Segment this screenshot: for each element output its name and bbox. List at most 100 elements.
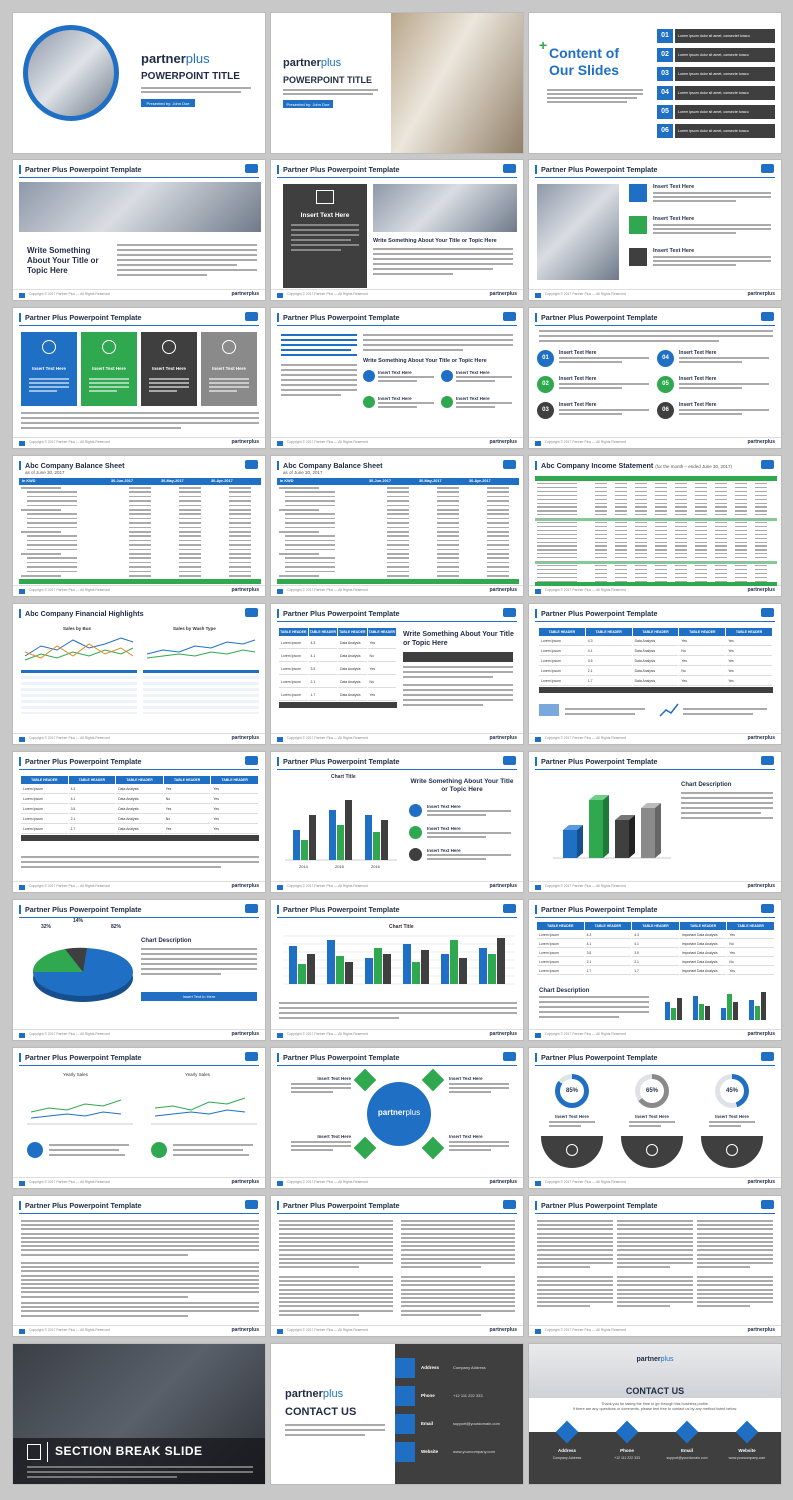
- table-cell: 3.5: [632, 949, 679, 957]
- chart-bar: [307, 954, 315, 984]
- logo-icon: [503, 1200, 516, 1209]
- slide-28[interactable]: SECTION BREAK SLIDE: [12, 1343, 266, 1485]
- table-cell: 1.7: [584, 967, 632, 975]
- contact-value[interactable]: +12 111 222 333: [453, 1393, 483, 1398]
- item-title: Insert Text Here: [456, 370, 490, 375]
- table-cell: Data Analysis: [338, 663, 367, 675]
- item-label[interactable]: Lorem ipsum dolor sit amet, consecte tur…: [675, 124, 775, 138]
- table-cell: Data Analysis: [116, 815, 163, 824]
- slide-10[interactable]: Abc Company Balance Sheet as of June 30,…: [12, 455, 266, 597]
- contact-label: Website: [421, 1449, 439, 1454]
- slide-23[interactable]: Partner Plus Powerpoint Template partner…: [270, 1047, 524, 1189]
- slide-29[interactable]: partnerplus CONTACT US Address Company Ad…: [270, 1343, 524, 1485]
- slide-19[interactable]: Partner Plus Powerpoint Template Chart D…: [12, 899, 266, 1041]
- item-number: 03: [657, 67, 673, 81]
- slide-9[interactable]: Partner Plus Powerpoint Template Copyrig…: [528, 307, 782, 449]
- item-number: 06: [657, 124, 673, 138]
- slide-15[interactable]: Partner Plus Powerpoint Template Copyrig…: [528, 603, 782, 745]
- contact-value[interactable]: Company Address: [552, 1456, 582, 1460]
- table-cell: No: [367, 676, 396, 688]
- slide-26[interactable]: Partner Plus Powerpoint Template Copyrig…: [270, 1195, 524, 1337]
- item-title: Insert Text Here: [427, 804, 461, 809]
- item-title: Insert Text Here: [555, 1114, 589, 1119]
- column-header: TABLE HEADER: [279, 628, 308, 636]
- slide-25[interactable]: Partner Plus Powerpoint Template Copyrig…: [12, 1195, 266, 1337]
- slide-14[interactable]: Partner Plus Powerpoint Template Write S…: [270, 603, 524, 745]
- table-cell: Lorem Ipsum: [21, 805, 68, 814]
- slide-12[interactable]: Abc Company Income Statement (for the mo…: [528, 455, 782, 597]
- desk-photo: [391, 13, 523, 153]
- table-cell: Data Analysis: [116, 785, 163, 794]
- table-cell: Lorem Ipsum: [537, 931, 584, 939]
- table-cell: Data Analysis: [116, 805, 163, 814]
- item-title: Insert Text Here: [317, 1076, 351, 1081]
- center-logo-circle: partnerplus: [367, 1082, 431, 1146]
- table-cell: Data Analysis: [116, 825, 163, 834]
- slide-30[interactable]: partnerplus CONTACT US Thank you for tak…: [528, 1343, 782, 1485]
- logo-icon: [761, 312, 774, 321]
- slide-16[interactable]: Partner Plus Powerpoint Template Copyrig…: [12, 751, 266, 893]
- chart-bar: [421, 950, 429, 984]
- chart-bar: [488, 954, 496, 984]
- item-label[interactable]: Lorem ipsum dolor sit amet, consecte tur…: [675, 48, 775, 62]
- slide-8[interactable]: Partner Plus Powerpoint Template Write S…: [270, 307, 524, 449]
- chart-bar: [412, 962, 420, 984]
- slide-7[interactable]: Partner Plus Powerpoint Template Copyrig…: [12, 307, 266, 449]
- contact-value[interactable]: www.yourcompany.com: [453, 1449, 495, 1454]
- table-cell: Lorem Ipsum: [279, 676, 308, 688]
- table-cell: Lorem Ipsum: [279, 689, 308, 701]
- insert-text-button[interactable]: Insert Text In Here: [141, 992, 257, 1001]
- contact-value[interactable]: support@yourdomain.com: [453, 1421, 500, 1426]
- slide-5[interactable]: Partner Plus Powerpoint Template Insert …: [270, 159, 524, 301]
- slide-header: Partner Plus Powerpoint Template: [535, 905, 658, 914]
- item-label[interactable]: Lorem ipsum dolor sit amet, consecte tur…: [675, 105, 775, 119]
- contact-value[interactable]: www.yourcompany.com: [728, 1456, 766, 1460]
- logo-icon: [503, 608, 516, 617]
- contact-value[interactable]: +12 111 222 333: [614, 1456, 640, 1460]
- slide-24[interactable]: Partner Plus Powerpoint Template Copyrig…: [528, 1047, 782, 1189]
- slide-3[interactable]: + Content of Our Slides 01 Lorem ipsum dol…: [528, 12, 782, 154]
- slide-6[interactable]: Partner Plus Powerpoint Template Copyrig…: [528, 159, 782, 301]
- sheet-table: In KWD 30-Jun-2017 30-May-2017 30-Apr-2017: [277, 478, 519, 584]
- column-header: TABLE HEADER: [584, 922, 632, 930]
- item-label[interactable]: Lorem ipsum dolor sit amet, consecte tur…: [675, 86, 775, 100]
- logo-icon: [245, 164, 258, 173]
- slide-4[interactable]: Partner Plus Powerpoint Template Write S…: [12, 159, 266, 301]
- item-icon: [441, 396, 453, 408]
- slide-22[interactable]: Partner Plus Powerpoint Template Yearly …: [12, 1047, 266, 1189]
- table-cell: 1.7: [585, 677, 632, 686]
- contact-value[interactable]: support@yourdomain.com: [666, 1456, 708, 1460]
- slide-1[interactable]: partnerplus POWERPOINT TITLE Presented b…: [12, 12, 266, 154]
- table-cell: 2.1: [585, 667, 632, 676]
- table-cell: Yes: [211, 825, 258, 834]
- table-cell: Data Analysis: [338, 689, 367, 701]
- logo-icon: [245, 1200, 258, 1209]
- table-cell: Lorem Ipsum: [279, 663, 308, 675]
- slide-27[interactable]: Partner Plus Powerpoint Template Copyrig…: [528, 1195, 782, 1337]
- feature-card: Insert Text Here: [81, 332, 137, 406]
- item-label[interactable]: Lorem ipsum dolor sit amet, consectet tu…: [675, 29, 775, 43]
- slide-17[interactable]: Partner Plus Powerpoint Template Chart T…: [270, 751, 524, 893]
- column-header: TABLE HEADER: [338, 628, 367, 636]
- slide-20[interactable]: Partner Plus Powerpoint Template Chart T…: [270, 899, 524, 1041]
- slide-18[interactable]: Partner Plus Powerpoint Template Chart D…: [528, 751, 782, 893]
- table-cell: 2.1: [632, 958, 679, 966]
- column-header: TABLE HEADER: [308, 628, 337, 636]
- contact-value[interactable]: Company Address: [453, 1365, 486, 1370]
- slide-2[interactable]: partnerplus POWERPOINT TITLE Presented b…: [270, 12, 524, 154]
- card-title: Insert Text Here: [32, 366, 66, 371]
- slide-11[interactable]: Abc Company Balance Sheet as of June 30,…: [270, 455, 524, 597]
- column-header: 30-Apr-2017: [469, 479, 491, 483]
- slide-21[interactable]: Partner Plus Powerpoint Template Chart D…: [528, 899, 782, 1041]
- chart-bar: [383, 954, 391, 984]
- slide-header: Partner Plus Powerpoint Template: [19, 1053, 142, 1062]
- item-title: Insert Text Here: [378, 396, 412, 401]
- grouped-bar-chart: [283, 935, 515, 985]
- chart-bar: [699, 1004, 704, 1020]
- feature-icon: [629, 184, 647, 202]
- line-chart-wash: [146, 639, 256, 659]
- contact-label: Email: [680, 1448, 693, 1453]
- slide-13[interactable]: Abc Company Financial Highlights Sales b…: [12, 603, 266, 745]
- item-label[interactable]: Lorem ipsum dolor sit amet, consecte tur…: [675, 67, 775, 81]
- table-cell: Yes: [679, 637, 726, 646]
